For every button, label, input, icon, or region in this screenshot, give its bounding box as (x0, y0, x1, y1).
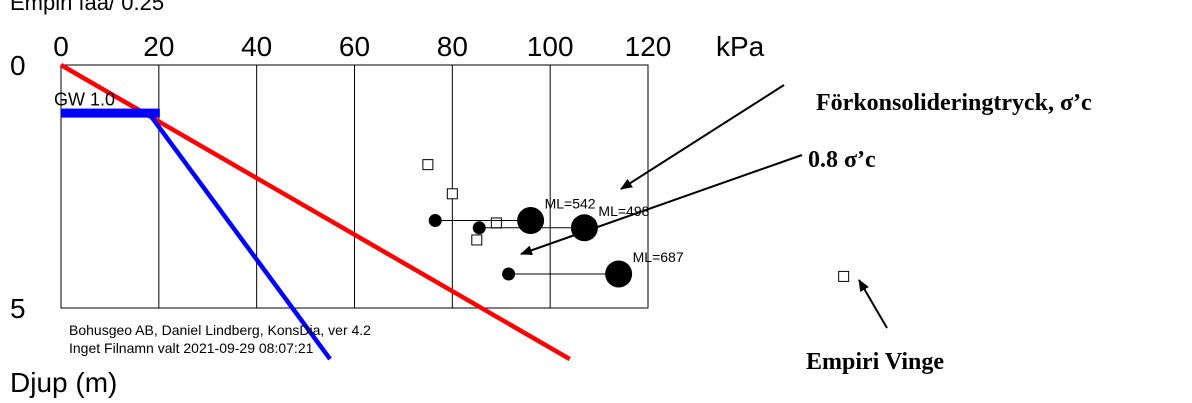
groundwater-label: GW 1.0 (54, 90, 115, 110)
vane-point-0 (422, 159, 434, 171)
crs-sigma08-point-2 (502, 267, 516, 281)
annotation-preconsolidation: Förkonsolideringtryck, σ’c (816, 90, 1092, 116)
x-axis-unit: kPa (716, 31, 765, 62)
vane-point-4 (838, 270, 850, 282)
crs-label-0: ML=542 (545, 196, 596, 212)
plot-grid (60, 64, 649, 309)
annotation-sigma08-arrow (520, 154, 803, 256)
vane-point-3 (471, 234, 483, 246)
y-axis-label: Djup (m) (10, 367, 117, 398)
y-tick-0: 0 (10, 50, 26, 81)
x-tick-120: 120 (625, 31, 672, 62)
x-tick-100: 100 (527, 31, 574, 62)
annotation-vane: Empiri Vinge (806, 349, 944, 375)
footer-line-2: Inget Filnamn valt 2021-09-29 08:07:21 (69, 340, 314, 356)
x-tick-60: 60 (339, 31, 370, 62)
annotation-preconsolidation-arrow (620, 84, 785, 190)
annotation-vane-arrow (858, 279, 888, 329)
vane-point-1 (446, 188, 458, 200)
y-tick-5: 5 (10, 293, 26, 324)
x-tick-40: 40 (241, 31, 272, 62)
groundwater-group: GW 1.0 (54, 90, 160, 118)
x-axis-tick-labels: 0 20 40 60 80 100 120 (53, 31, 671, 62)
crs-label-1: ML=498 (598, 203, 649, 219)
groundwater-bar (61, 108, 160, 118)
crs-sigma08-point-0 (428, 214, 442, 228)
crs-sigma-c-point-0 (517, 207, 545, 235)
crs-sigma08-point-1 (472, 221, 486, 235)
x-tick-20: 20 (143, 31, 174, 62)
annotation-sigma08: 0.8 σ’c (808, 147, 876, 173)
crs-tests: ML=542 ML=498 ML=687 (428, 196, 684, 288)
vane-points (422, 159, 850, 282)
crs-sigma-c-point-2 (605, 260, 633, 288)
x-tick-0: 0 (53, 31, 69, 62)
x-tick-80: 80 (437, 31, 468, 62)
y-axis-tick-labels: 05 (10, 50, 26, 324)
vane-point-2 (490, 217, 502, 229)
crs-label-2: ML=687 (633, 249, 684, 265)
footer-line-1: Bohusgeo AB, Daniel Lindberg, KonsDia, v… (69, 322, 371, 338)
header-fragment: Empiri faa/ 0.25 (10, 0, 164, 15)
